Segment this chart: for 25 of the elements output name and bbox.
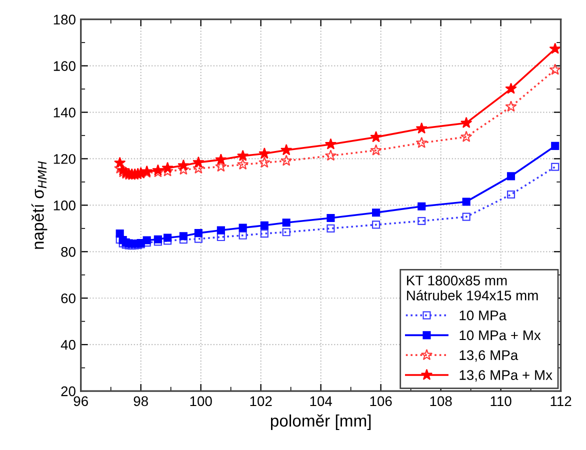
x-axis-title: poloměr [mm] (270, 414, 371, 430)
y-tick-label: 120 (54, 154, 76, 164)
x-tick-label: 112 (550, 396, 572, 406)
legend-label: 10 MPa + Mx (460, 330, 541, 340)
y-tick-label: 40 (60, 340, 76, 350)
y-tick-label: 80 (61, 246, 76, 257)
legend-label: 10 MPa (460, 310, 507, 320)
x-tick-label: 100 (190, 396, 212, 406)
x-tick-label: 104 (310, 396, 332, 406)
y-tick-label: 60 (61, 293, 76, 304)
y-axis-title: napětí σ$_{HMH}$ (31, 161, 48, 249)
y-tick-label: 20 (61, 386, 76, 396)
y-tick-label: 100 (54, 200, 76, 210)
x-tick-label: 98 (134, 396, 148, 406)
y-tick-label: 140 (54, 108, 76, 118)
x-tick-label: 110 (490, 396, 512, 406)
x-tick-label: 106 (370, 396, 392, 406)
x-tick-label: 102 (250, 396, 272, 406)
legend-label: 13,6 MPa + Mx (460, 370, 552, 382)
x-tick-label: 96 (74, 396, 88, 406)
y-tick-label: 160 (54, 61, 76, 71)
x-tick-label: 108 (430, 396, 452, 406)
legend-title: KT 1800x85 mm Nátrubek 194x15 mm (407, 276, 538, 300)
y-tick-label: 180 (54, 14, 76, 25)
legend-label: 13,6 MPa (460, 350, 518, 362)
